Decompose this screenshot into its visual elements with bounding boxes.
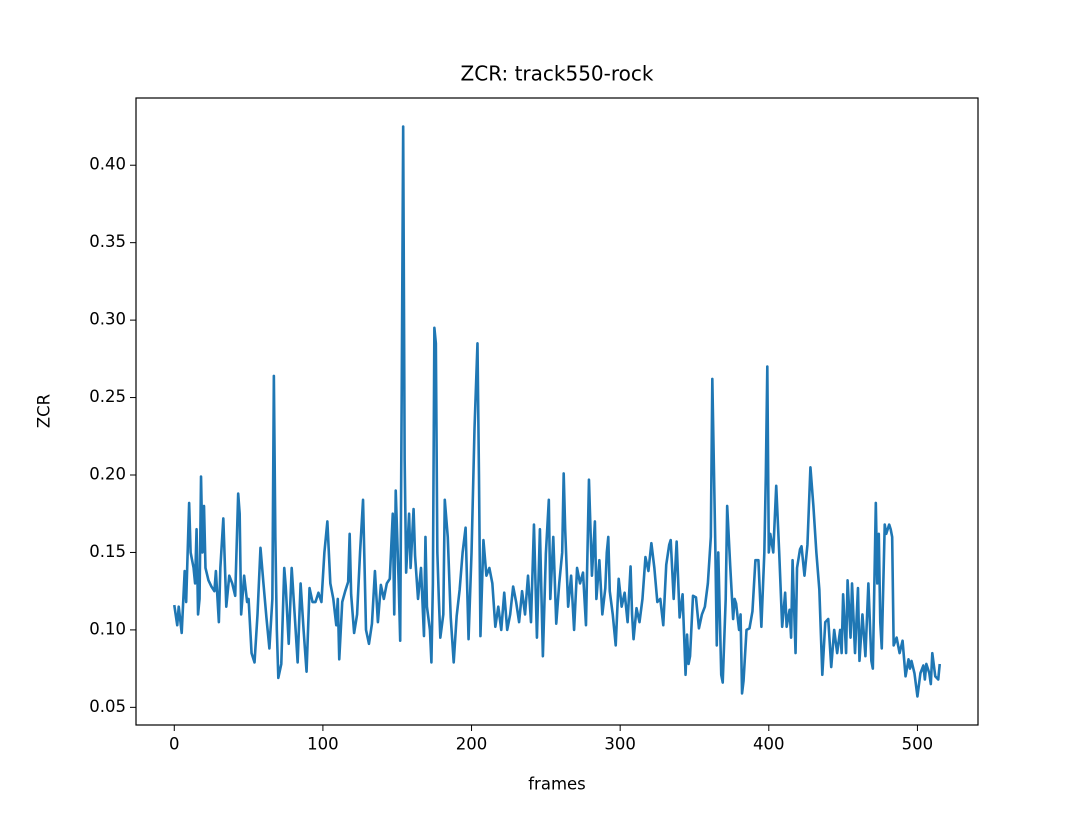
x-axis-label: frames — [528, 775, 586, 794]
y-tick-label: 0.30 — [89, 310, 126, 329]
y-tick-label: 0.10 — [89, 619, 126, 638]
x-tick-label: 400 — [753, 735, 785, 754]
chart-title: ZCR: track550-rock — [461, 62, 654, 86]
x-tick-label: 300 — [604, 735, 636, 754]
y-axis-label: ZCR — [35, 394, 54, 428]
x-tick-label: 500 — [902, 735, 934, 754]
data-line — [172, 125, 942, 698]
plot-frame — [135, 97, 979, 726]
x-tick-label: 0 — [169, 735, 180, 754]
y-tick-label: 0.05 — [89, 697, 126, 716]
y-tick-label: 0.25 — [89, 387, 126, 406]
x-tick-label: 100 — [307, 735, 339, 754]
x-tick-label: 200 — [456, 735, 488, 754]
y-tick-label: 0.15 — [89, 542, 126, 561]
y-tick-label: 0.20 — [89, 465, 126, 484]
y-tick-label: 0.40 — [89, 155, 126, 174]
y-tick-label: 0.35 — [89, 232, 126, 251]
